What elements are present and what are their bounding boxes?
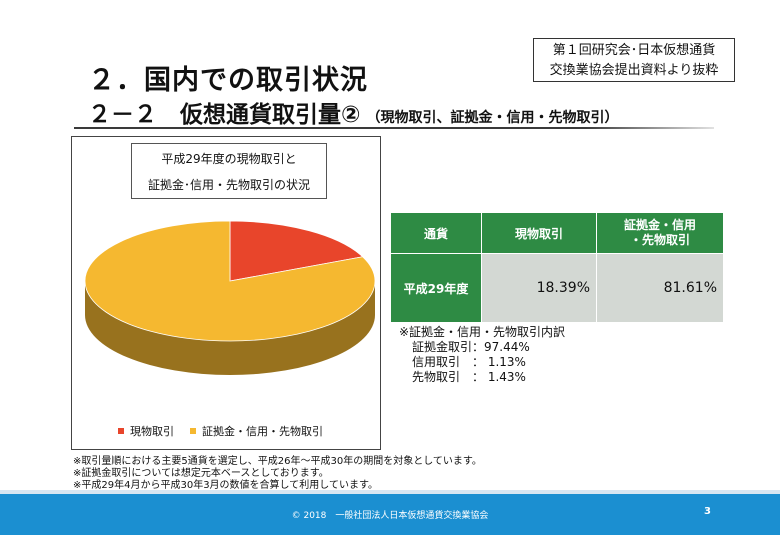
footer-stripe <box>0 490 780 494</box>
breakdown-item-futures: 先物取引 ： 1.43% <box>412 370 526 384</box>
legend-label-margin: 証拠金・信用・先物取引 <box>202 425 323 438</box>
legend-swatch-spot <box>118 428 124 434</box>
footnote-2: ※証拠金取引については想定元本ベースとしております。 <box>73 468 329 479</box>
footer-copyright: © 2018 一般社団法人日本仮想通貨交換業協会 <box>291 511 489 521</box>
breakdown-heading: ※証拠金・信用・先物取引内訳 <box>399 325 566 339</box>
cell-spot-share: 18.39% <box>481 253 597 323</box>
pie-slice-0 <box>229 220 364 282</box>
header-cell-currency: 通貨 <box>390 212 482 254</box>
legend-swatch-margin <box>190 428 196 434</box>
chart-title-line-2: 証拠金･信用・先物取引の状況 <box>147 178 310 192</box>
row-label-fy29: 平成29年度 <box>390 253 482 323</box>
breakdown-item-margin: 証拠金取引：97.44% <box>412 340 530 354</box>
breakdown-notes: ※証拠金・信用・先物取引内訳 証拠金取引：97.44% 信用取引 ： 1.13%… <box>399 325 565 385</box>
source-note-line-1: 第１回研究会･日本仮想通貨 <box>552 43 716 58</box>
page-title: ２．国内での取引状況 <box>88 65 368 96</box>
chart-title-line-1: 平成29年度の現物取引と <box>161 152 297 166</box>
legend-label-spot: 現物取引 <box>130 425 174 438</box>
subtitle-main: ２－２ 仮想通貨取引量② <box>88 102 361 128</box>
source-note-box: 第１回研究会･日本仮想通貨 交換業協会提出資料より抜粋 <box>533 38 735 82</box>
subtitle-paren: （現物取引、証拠金・信用・先物取引） <box>366 110 619 126</box>
footnotes: ※取引量順における主要5通貨を選定し、平成26年～平成30年の期間を対象としてい… <box>73 456 482 492</box>
title-underline <box>74 127 714 129</box>
footer-bar <box>0 494 780 535</box>
page-subtitle: ２－２ 仮想通貨取引量② （現物取引、証拠金・信用・先物取引） <box>88 95 618 129</box>
chart-frame <box>71 136 381 450</box>
table-row: 平成29年度 18.39% 81.61% <box>390 253 724 323</box>
footnote-3: ※平成29年4月から平成30年3月の数値を合算して利用しています。 <box>73 480 378 491</box>
footnote-1: ※取引量順における主要5通貨を選定し、平成26年～平成30年の期間を対象としてい… <box>73 456 482 467</box>
pie-slice-1 <box>84 220 376 342</box>
chart-legend: 現物取引 証拠金・信用・先物取引 <box>118 423 339 439</box>
page-number: 3 <box>704 506 711 517</box>
source-note-line-2: 交換業協会提出資料より抜粋 <box>549 63 719 78</box>
header-cell-margin: 証拠金・信用 ・先物取引 <box>596 212 724 254</box>
pie-side-1-0 <box>85 281 375 375</box>
legend-item-margin: 証拠金・信用・先物取引 <box>190 423 323 439</box>
cell-margin-share: 81.61% <box>596 253 724 323</box>
stats-table: 通貨 現物取引 証拠金・信用 ・先物取引 平成29年度 18.39% 81.61… <box>390 212 724 323</box>
pie-chart <box>84 220 376 375</box>
header-cell-spot: 現物取引 <box>481 212 597 254</box>
table-header-row: 通貨 現物取引 証拠金・信用 ・先物取引 <box>390 212 724 254</box>
chart-title-box: 平成29年度の現物取引と 証拠金･信用・先物取引の状況 <box>131 143 327 199</box>
breakdown-item-credit: 信用取引 ： 1.13% <box>412 355 526 369</box>
legend-item-spot: 現物取引 <box>118 423 174 439</box>
